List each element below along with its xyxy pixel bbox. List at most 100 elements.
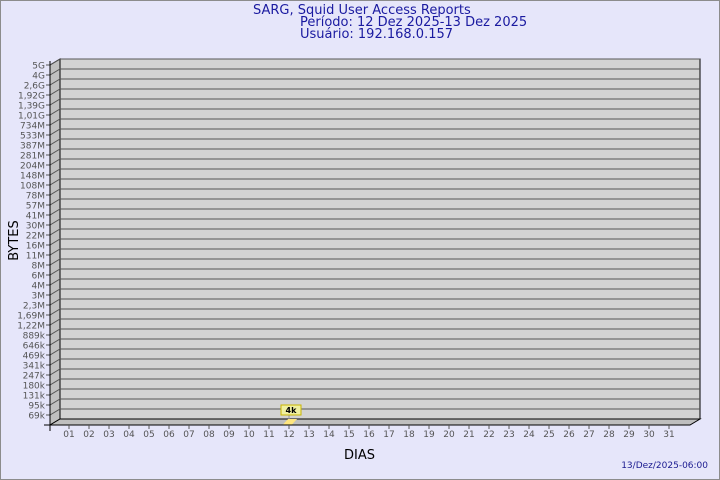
x-tick-label: 24: [523, 430, 535, 440]
y-tick-label: 6M: [32, 272, 46, 282]
gridline: [46, 148, 700, 156]
x-tick-label: 31: [663, 430, 674, 440]
y-tick-label: 1,22M: [17, 322, 45, 332]
x-tick-label: 20: [443, 430, 455, 440]
gridline: [46, 328, 700, 336]
x-tick-label: 15: [343, 430, 354, 440]
y-tick-label: 180k: [23, 382, 46, 392]
y-tick-label: 41M: [26, 212, 45, 222]
gridline: [46, 138, 700, 146]
gridline: [46, 118, 700, 126]
gridline: [46, 258, 700, 266]
x-tick-label: 03: [103, 430, 114, 440]
gridline: [46, 358, 700, 366]
x-tick-label: 01: [63, 430, 74, 440]
y-tick-label: 646k: [23, 342, 46, 352]
x-tick-label: 11: [263, 430, 274, 440]
gridline: [46, 238, 700, 246]
y-tick-label: 2,3M: [23, 302, 45, 312]
gridline: [46, 128, 700, 136]
y-tick-label: 8M: [32, 262, 46, 272]
x-tick-label: 14: [323, 430, 335, 440]
y-tick-label: 247k: [23, 372, 46, 382]
y-tick-label: 69k: [28, 412, 45, 422]
x-tick-label: 08: [203, 430, 215, 440]
gridline: [46, 88, 700, 96]
y-tick-label: 16M: [26, 242, 45, 252]
chart-title: SARG, Squid User Access Reports: [253, 3, 471, 18]
y-tick-label: 281M: [20, 152, 45, 162]
gridline: [46, 288, 700, 296]
y-tick-label: 469k: [23, 352, 46, 362]
x-tick-label: 25: [543, 430, 554, 440]
gridline: [46, 248, 700, 256]
x-tick-label: 09: [223, 430, 235, 440]
floor: [48, 418, 702, 426]
gridline: [46, 338, 700, 346]
gridline: [46, 298, 700, 306]
y-tick-label: 387M: [20, 142, 45, 152]
gridline: [46, 348, 700, 356]
gridline: [46, 198, 700, 206]
x-tick-label: 22: [483, 430, 494, 440]
y-tick-label: 78M: [26, 192, 45, 202]
x-tick-label: 27: [583, 430, 594, 440]
gridline: [46, 398, 700, 406]
y-tick-label: 1,39G: [18, 102, 45, 112]
x-tick-label: 30: [643, 430, 655, 440]
y-tick-label: 734M: [20, 122, 45, 132]
y-tick-label: 4G: [32, 72, 45, 82]
x-tick-label: 02: [83, 430, 94, 440]
y-tick-label: 889k: [23, 332, 46, 342]
y-axis-label: BYTES: [6, 220, 22, 261]
x-tick-label: 19: [423, 430, 435, 440]
gridline: [46, 218, 700, 226]
bar-day-12: [283, 419, 297, 425]
gridline: [46, 268, 700, 276]
x-axis-label: DIAS: [344, 448, 375, 463]
gridline: [46, 168, 700, 176]
y-tick-label: 131k: [23, 392, 46, 402]
y-tick-label: 11M: [26, 252, 45, 262]
x-tick-label: 28: [603, 430, 615, 440]
x-tick-label: 10: [243, 430, 255, 440]
y-tick-label: 1,92G: [18, 92, 45, 102]
y-tick-label: 5G: [32, 62, 45, 72]
x-tick-label: 18: [403, 430, 415, 440]
gridline: [46, 68, 700, 76]
gridline: [46, 98, 700, 106]
gridline: [46, 158, 700, 166]
gridline: [46, 278, 700, 286]
gridline: [46, 318, 700, 326]
gridline: [46, 178, 700, 186]
y-tick-label: 95k: [28, 402, 45, 412]
y-tick-label: 30M: [26, 222, 45, 232]
x-tick-label: 17: [383, 430, 394, 440]
y-tick-label: 1,69M: [17, 312, 45, 322]
y-tick-label: 4M: [32, 282, 46, 292]
y-tick-label: 108M: [20, 182, 45, 192]
gridline: [46, 408, 700, 416]
gridline: [46, 368, 700, 376]
x-tick-label: 07: [183, 430, 194, 440]
x-tick-label: 13: [303, 430, 314, 440]
x-tick-label: 29: [623, 430, 635, 440]
x-tick-label: 05: [143, 430, 154, 440]
user-text: Usuário: 192.168.0.157: [300, 27, 454, 42]
gridline: [46, 378, 700, 386]
x-tick-label: 16: [363, 430, 375, 440]
generated-timestamp: 13/Dez/2025-06:00: [621, 461, 708, 471]
x-tick-label: 04: [123, 430, 135, 440]
y-tick-label: 148M: [20, 172, 45, 182]
x-tick-label: 12: [283, 430, 294, 440]
x-tick-label: 06: [163, 430, 175, 440]
x-tick-label: 21: [463, 430, 474, 440]
y-tick-label: 1,01G: [18, 112, 45, 122]
gridline: [46, 58, 700, 66]
x-tick-label: 23: [503, 430, 514, 440]
gridline: [46, 188, 700, 196]
gridline: [46, 228, 700, 236]
gridline: [46, 208, 700, 216]
y-tick-label: 57M: [26, 202, 45, 212]
